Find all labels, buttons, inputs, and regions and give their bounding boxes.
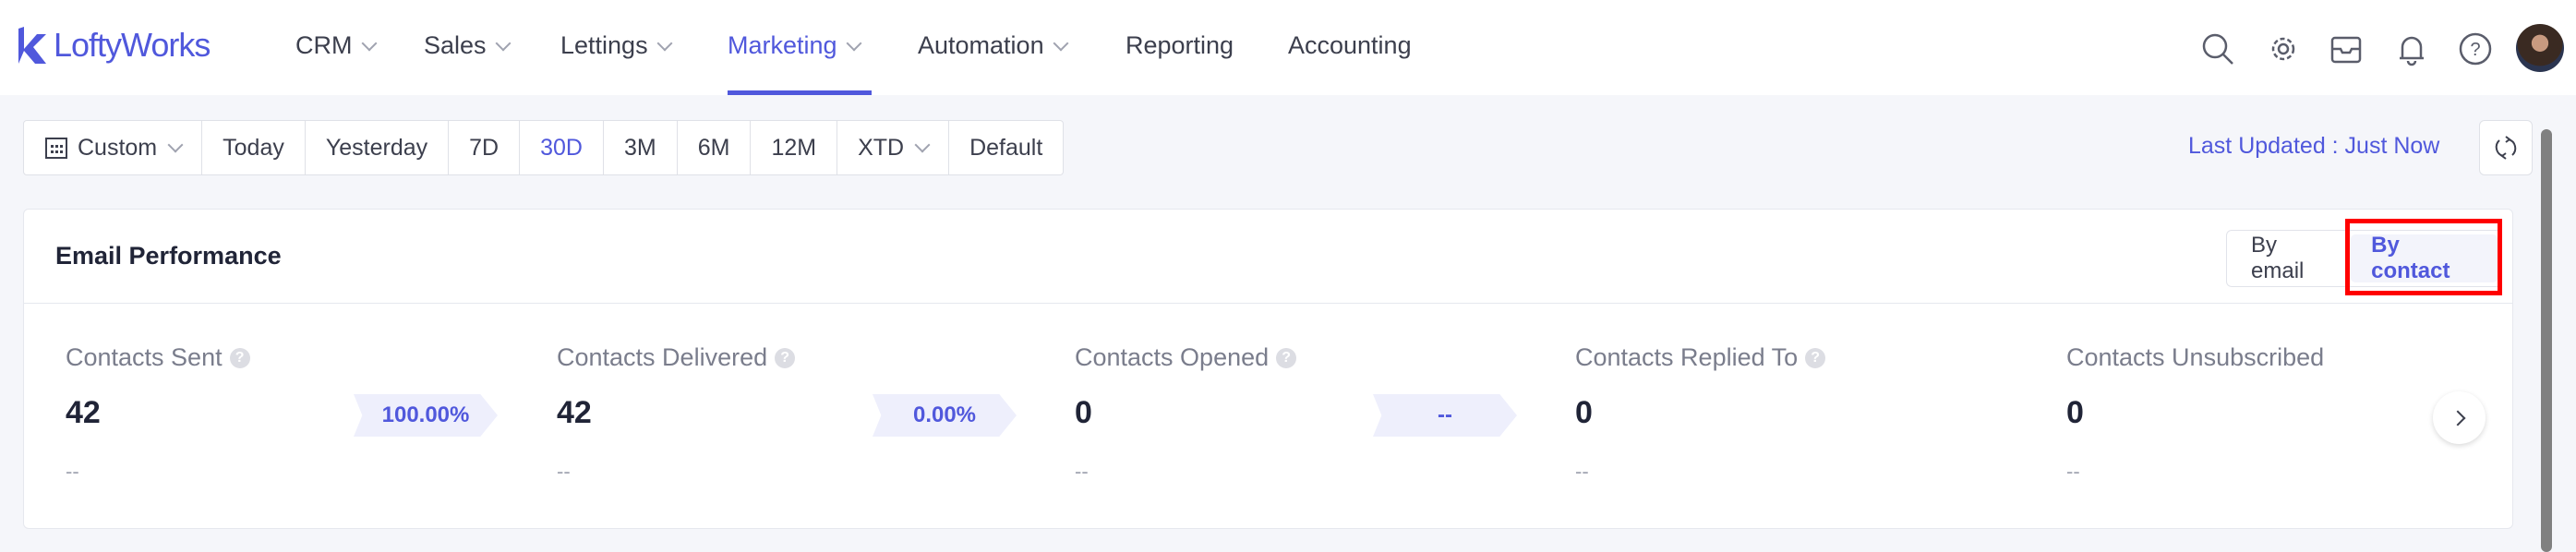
date-3m[interactable]: 3M xyxy=(604,121,678,174)
help-icon[interactable]: ? xyxy=(2457,30,2494,67)
date-label: 7D xyxy=(469,134,500,161)
help-icon: ? xyxy=(1805,347,1826,368)
rate-badge: -- xyxy=(1373,394,1517,437)
chevron-down-icon xyxy=(361,35,377,51)
metric-label: Contacts Unsubscribed xyxy=(2066,343,2325,371)
by-contact-button[interactable]: By contact xyxy=(2351,233,2498,283)
date-30d[interactable]: 30D xyxy=(520,121,604,174)
email-performance-card xyxy=(23,209,2513,529)
metric-sub: -- xyxy=(557,460,571,483)
metric-sub: -- xyxy=(1575,460,1589,483)
view-toggle: By email By contact xyxy=(2226,230,2502,287)
next-button[interactable] xyxy=(2433,391,2486,444)
date-label: Default xyxy=(969,134,1043,161)
metric-sub: -- xyxy=(2066,460,2080,483)
metric-sub: -- xyxy=(1075,460,1089,483)
nav-label: Marketing xyxy=(728,31,837,59)
metric-value: 42 xyxy=(66,395,101,430)
date-label: 6M xyxy=(697,134,730,161)
metric-label: Contacts Replied To? xyxy=(1575,343,1826,372)
top-nav xyxy=(0,0,2576,95)
card-title: Email Performance xyxy=(55,242,282,270)
metric-value: 0 xyxy=(1575,395,1593,430)
nav-marketing[interactable]: Marketing xyxy=(728,31,862,60)
chevron-down-icon xyxy=(656,35,673,51)
logo-mark-icon xyxy=(18,27,46,64)
last-updated: Last Updated : Just Now xyxy=(2188,133,2440,159)
chevron-down-icon xyxy=(1053,35,1069,51)
chevron-down-icon xyxy=(495,35,512,51)
date-label: Custom xyxy=(78,134,158,161)
nav-automation[interactable]: Automation xyxy=(918,31,1069,60)
date-today[interactable]: Today xyxy=(202,121,306,174)
inbox-icon[interactable] xyxy=(2328,30,2365,67)
date-label: Today xyxy=(223,134,284,161)
date-xtd[interactable]: XTD xyxy=(837,121,950,174)
refresh-button[interactable] xyxy=(2479,120,2533,175)
date-12m[interactable]: 12M xyxy=(751,121,838,174)
date-yesterday[interactable]: Yesterday xyxy=(306,121,450,174)
date-7d[interactable]: 7D xyxy=(449,121,521,174)
calendar-icon xyxy=(45,138,67,159)
metric-label: Contacts Delivered? xyxy=(557,343,796,372)
metric-value: 0 xyxy=(2066,395,2084,430)
help-icon: ? xyxy=(229,347,250,368)
chevron-right-icon xyxy=(2450,410,2465,426)
metric-sub: -- xyxy=(66,460,79,483)
nav-label: Sales xyxy=(424,31,487,59)
active-tab-indicator xyxy=(728,90,872,95)
nav-accounting[interactable]: Accounting xyxy=(1288,31,1412,60)
nav-lettings[interactable]: Lettings xyxy=(560,31,673,60)
nav-label: Automation xyxy=(918,31,1044,59)
nav-label: Accounting xyxy=(1288,31,1412,59)
nav-label: Reporting xyxy=(1125,31,1234,59)
svg-text:?: ? xyxy=(2470,40,2480,60)
date-range-selector: Custom Today Yesterday 7D 30D 3M 6M 12M … xyxy=(23,120,1065,175)
metric-label: Contacts Opened? xyxy=(1075,343,1297,372)
search-icon[interactable] xyxy=(2199,30,2236,67)
divider xyxy=(24,303,2512,304)
date-custom[interactable]: Custom xyxy=(24,121,203,174)
date-label: 3M xyxy=(623,134,656,161)
help-icon: ? xyxy=(1276,347,1297,368)
bell-icon[interactable] xyxy=(2393,30,2430,67)
nav-reporting[interactable]: Reporting xyxy=(1125,31,1234,60)
date-6m[interactable]: 6M xyxy=(678,121,752,174)
date-default[interactable]: Default xyxy=(949,121,1063,174)
date-label: 12M xyxy=(771,134,817,161)
help-icon: ? xyxy=(775,347,796,368)
nav-label: CRM xyxy=(295,31,353,59)
metric-label: Contacts Sent? xyxy=(66,343,250,372)
gear-icon[interactable] xyxy=(2265,30,2302,67)
logo-text: LoftyWorks xyxy=(54,26,211,64)
chevron-down-icon xyxy=(914,137,931,153)
scrollbar[interactable] xyxy=(2541,129,2552,552)
rate-badge: 0.00% xyxy=(873,394,1017,437)
by-email-button[interactable]: By email xyxy=(2251,233,2305,283)
rate-badge: 100.00% xyxy=(354,394,498,437)
metric-value: 42 xyxy=(557,395,592,430)
nav-sales[interactable]: Sales xyxy=(424,31,512,60)
date-label: XTD xyxy=(858,134,905,161)
highlight-box xyxy=(2345,219,2502,295)
date-label: Yesterday xyxy=(325,134,428,161)
date-label: 30D xyxy=(540,134,583,161)
chevron-down-icon xyxy=(846,35,862,51)
avatar[interactable] xyxy=(2516,24,2564,72)
logo[interactable]: LoftyWorks xyxy=(17,26,211,65)
refresh-icon xyxy=(2495,136,2517,160)
metric-value: 0 xyxy=(1075,395,1092,430)
chevron-down-icon xyxy=(167,137,184,153)
nav-crm[interactable]: CRM xyxy=(295,31,377,60)
nav-label: Lettings xyxy=(560,31,648,59)
